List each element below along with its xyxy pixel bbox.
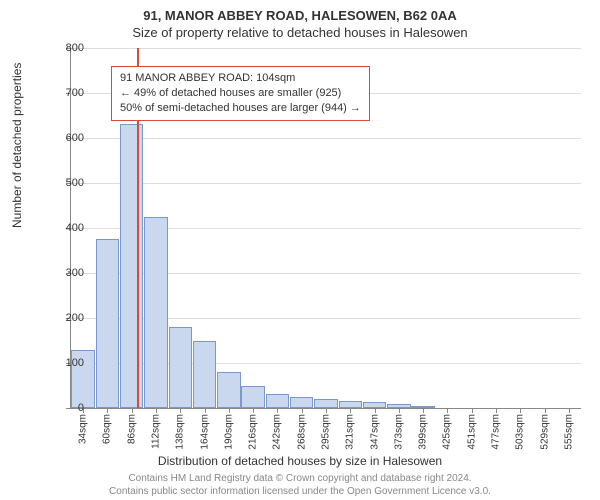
xtick-label: 242sqm [272,414,283,450]
histogram-bar [266,394,289,408]
xtick-mark [447,408,448,413]
histogram-bar [96,239,119,408]
xtick-label: 112sqm [151,414,162,449]
gridline [71,48,581,49]
histogram-bar [193,341,216,409]
xtick-mark [472,408,473,413]
ytick-label: 700 [44,87,84,99]
xtick-label: 425sqm [442,414,453,450]
histogram-bar [314,399,337,408]
xtick-label: 60sqm [102,414,113,444]
xtick-mark [399,408,400,413]
histogram-bar [217,372,240,408]
chart-area: 34sqm60sqm86sqm112sqm138sqm164sqm190sqm2… [70,48,580,408]
footer-line-1: Contains HM Land Registry data © Crown c… [0,472,600,485]
xtick-label: 295sqm [321,414,332,450]
callout-line: 50% of semi-detached houses are larger (… [120,101,361,116]
x-axis-label: Distribution of detached houses by size … [0,454,600,468]
footer-line-2: Contains public sector information licen… [0,485,600,498]
xtick-mark [277,408,278,413]
xtick-label: 451sqm [466,414,477,450]
xtick-mark [132,408,133,413]
xtick-label: 34sqm [78,414,89,444]
xtick-mark [205,408,206,413]
xtick-mark [180,408,181,413]
xtick-mark [520,408,521,413]
ytick-label: 200 [44,312,84,324]
callout-box: 91 MANOR ABBEY ROAD: 104sqm← 49% of deta… [111,66,370,121]
xtick-mark [253,408,254,413]
gridline [71,138,581,139]
xtick-label: 373sqm [393,414,404,450]
ytick-label: 800 [44,42,84,54]
ytick-label: 400 [44,222,84,234]
y-axis-label: Number of detached properties [10,63,24,228]
xtick-mark [302,408,303,413]
footer-attribution: Contains HM Land Registry data © Crown c… [0,472,600,498]
xtick-label: 477sqm [491,414,502,450]
xtick-mark [326,408,327,413]
histogram-bar [290,397,313,408]
gridline [71,183,581,184]
xtick-mark [569,408,570,413]
xtick-mark [545,408,546,413]
ytick-label: 500 [44,177,84,189]
xtick-label: 529sqm [539,414,550,450]
xtick-mark [229,408,230,413]
xtick-label: 268sqm [296,414,307,450]
xtick-mark [496,408,497,413]
callout-line: 91 MANOR ABBEY ROAD: 104sqm [120,71,361,86]
xtick-mark [423,408,424,413]
xtick-mark [107,408,108,413]
xtick-label: 503sqm [515,414,526,450]
histogram-bar [241,386,264,408]
xtick-mark [375,408,376,413]
histogram-bar [169,327,192,408]
xtick-mark [350,408,351,413]
xtick-label: 321sqm [345,414,356,450]
histogram-bar [144,217,167,408]
xtick-label: 347sqm [369,414,380,450]
histogram-bar [120,124,143,408]
xtick-label: 138sqm [175,414,186,450]
chart-title-main: 91, MANOR ABBEY ROAD, HALESOWEN, B62 0AA [0,0,600,23]
histogram-bar [339,401,362,408]
xtick-label: 164sqm [199,414,210,450]
xtick-mark [156,408,157,413]
plot-region: 34sqm60sqm86sqm112sqm138sqm164sqm190sqm2… [70,48,581,409]
ytick-label: 100 [44,357,84,369]
xtick-label: 86sqm [126,414,137,444]
xtick-label: 190sqm [223,414,234,450]
xtick-label: 555sqm [563,414,574,450]
ytick-label: 300 [44,267,84,279]
xtick-label: 216sqm [248,414,259,450]
chart-container: 91, MANOR ABBEY ROAD, HALESOWEN, B62 0AA… [0,0,600,500]
callout-line: ← 49% of detached houses are smaller (92… [120,86,361,101]
ytick-label: 600 [44,132,84,144]
xtick-label: 399sqm [418,414,429,450]
chart-title-sub: Size of property relative to detached ho… [0,23,600,40]
ytick-label: 0 [44,402,84,414]
